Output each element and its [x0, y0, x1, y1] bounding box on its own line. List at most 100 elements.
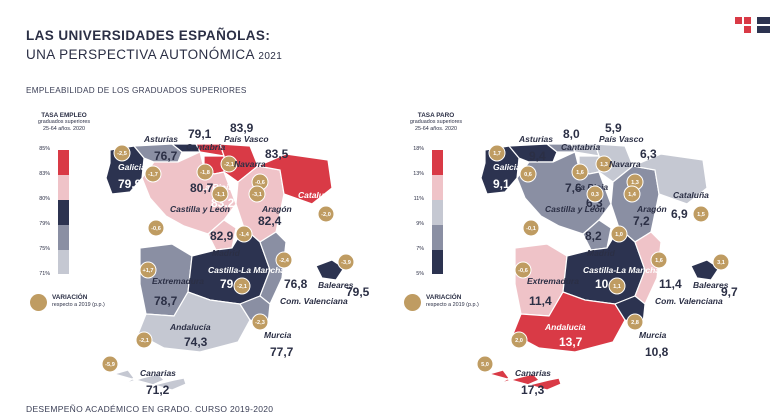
svg-text:-0,6: -0,6 — [518, 268, 528, 274]
variation-sub: respecto a 2019 (p.p.) — [426, 301, 479, 308]
region-value-cataluna: 6,9 — [671, 207, 688, 221]
scale-tick: 13% — [413, 171, 424, 177]
region-name-aragon: Aragón — [636, 204, 667, 214]
region-cataluna — [630, 153, 708, 205]
region-canarias — [486, 369, 562, 391]
region-castilla-y-leon — [141, 151, 237, 235]
region-name-com-valenciana: Com. Valenciana — [655, 296, 723, 306]
region-value-madrid: 8,2 — [585, 229, 602, 243]
svg-text:0,6: 0,6 — [524, 172, 532, 178]
region-name-castilla-la-mancha: Castilla-La Mancha — [583, 265, 660, 275]
region-cataluna — [255, 153, 333, 205]
variation-legend: VARIACIÓN respecto a 2019 (p.p.) — [52, 294, 105, 308]
svg-text:-1,8: -1,8 — [200, 170, 210, 176]
variation-badge-pais-vasco: 1,3 — [595, 155, 613, 173]
region-com-valenciana — [634, 231, 662, 305]
region-value-canarias: 71,2 — [146, 383, 170, 397]
region-value-navarra: 6,3 — [640, 147, 657, 161]
region-name-extremadura: Extremadura — [152, 276, 204, 286]
variation-badge-galicia: 1,7 — [488, 144, 506, 162]
region-name-baleares: Baleares — [318, 280, 354, 290]
svg-text:-2,5: -2,5 — [117, 151, 127, 157]
variation-badge-baleares: -3,9 — [337, 253, 355, 271]
variation-badge-murcia: 2,8 — [626, 313, 644, 331]
legend-title-unemployment: TASA PARO graduados superiores 25-64 año… — [400, 112, 472, 132]
region-name-galicia: Galicia — [118, 162, 146, 172]
color-scale-unemployment — [432, 150, 443, 274]
svg-text:1,7: 1,7 — [493, 151, 501, 157]
employment-map: Galicia 79,9 -2,5 Asturias 76,7 -1,7 Cantabria… — [101, 121, 370, 397]
region-name-canarias: Canarias — [515, 368, 551, 378]
region-value-extremadura: 78,7 — [154, 294, 178, 308]
svg-text:1,4: 1,4 — [628, 192, 637, 198]
scale-tick: 79% — [39, 221, 50, 227]
legend-subtitle-1: graduados superiores — [37, 119, 91, 126]
variation-badge-madrid: 1,0 — [610, 225, 628, 243]
region-value-asturias: 76,7 — [154, 149, 178, 163]
variation-legend-icon — [30, 294, 47, 311]
variation-badge-madrid: -1,4 — [235, 225, 253, 243]
region-name-castilla-la-mancha: Castilla-La Mancha — [208, 265, 285, 275]
svg-text:-2,0: -2,0 — [321, 212, 331, 218]
variation-badge-canarias: 5,0 — [476, 355, 494, 373]
scale-tick: 80% — [39, 196, 50, 202]
variation-badge-cataluna: -2,0 — [317, 205, 335, 223]
region-value-andalucia: 74,3 — [184, 335, 208, 349]
svg-text:-2,4: -2,4 — [279, 258, 290, 264]
variation-badge-com-valenciana: 1,6 — [650, 251, 668, 269]
svg-text:-1,4: -1,4 — [239, 232, 250, 238]
svg-text:2,0: 2,0 — [515, 338, 523, 344]
variation-badge-andalucia: -2,1 — [135, 331, 153, 349]
scale-tick: 9% — [416, 221, 424, 227]
region-name-galicia: Galicia — [493, 162, 521, 172]
svg-text:1,5: 1,5 — [697, 212, 705, 218]
region-castilla-y-leon — [516, 151, 612, 235]
variation-legend: VARIACIÓN respecto a 2019 (p.p.) — [426, 294, 479, 308]
region-canarias — [111, 369, 187, 391]
variation-badge-canarias: -5,9 — [101, 355, 119, 373]
region-value-navarra: 83,5 — [265, 147, 289, 161]
brand-logo-icon — [735, 17, 770, 33]
region-value-cantabria: 8,0 — [563, 127, 580, 141]
region-madrid — [582, 219, 612, 251]
svg-text:-1,7: -1,7 — [148, 172, 158, 178]
region-name-castilla-y-leon: Castilla y León — [545, 204, 605, 214]
legend-subtitle-2: 25-64 años. 2020 — [415, 125, 457, 132]
legend-subtitle-2: 25-64 años. 2020 — [43, 125, 85, 132]
region-value-com-valenciana: 76,8 — [284, 277, 308, 291]
scale-tick: 7% — [416, 246, 424, 252]
svg-text:-0,6: -0,6 — [255, 180, 265, 186]
region-name-navarra: Navarra — [234, 159, 266, 169]
region-baleares — [690, 259, 720, 281]
variation-badge-castilla-la-mancha: -2,1 — [233, 277, 251, 295]
svg-text:3,1: 3,1 — [717, 260, 725, 266]
svg-text:1,0: 1,0 — [615, 232, 623, 238]
region-name-cantabria: Cantabria — [186, 142, 225, 152]
variation-badge-murcia: -2,3 — [251, 313, 269, 331]
variation-badge-galicia: -2,5 — [113, 144, 131, 162]
svg-text:-0,1: -0,1 — [526, 226, 536, 232]
region-name-pais-vasco: País Vasco — [224, 134, 269, 144]
svg-text:-2,1: -2,1 — [224, 162, 234, 168]
variation-sub: respecto a 2019 (p.p.) — [52, 301, 105, 308]
region-value-murcia: 77,7 — [270, 345, 294, 359]
scale-tick: 18% — [413, 146, 424, 152]
region-name-andalucia: Andalucía — [544, 322, 586, 332]
variation-label: VARIACIÓN — [426, 294, 462, 301]
region-value-com-valenciana: 11,4 — [659, 277, 682, 291]
region-baleares — [315, 259, 345, 281]
variation-badge-baleares: 3,1 — [712, 253, 730, 271]
region-name-cantabria: Cantabria — [561, 142, 600, 152]
svg-text:-2,1: -2,1 — [139, 338, 149, 344]
variation-badge-pais-vasco: -2,1 — [220, 155, 238, 173]
section-title: EMPLEABILIDAD DE LOS GRADUADOS SUPERIORE… — [26, 86, 247, 95]
region-value-cataluna: 84,4 — [296, 207, 320, 221]
subtitle-year: 2021 — [258, 51, 283, 62]
svg-text:0,3: 0,3 — [591, 192, 599, 198]
region-value-galicia: 9,1 — [493, 177, 510, 191]
region-name-navarra: Navarra — [609, 159, 641, 169]
region-name-baleares: Baleares — [693, 280, 729, 290]
region-value-castilla-y-leon: 80,7 — [190, 181, 214, 195]
color-scale-employment — [58, 150, 69, 274]
region-value-pais-vasco: 5,9 — [605, 121, 622, 135]
